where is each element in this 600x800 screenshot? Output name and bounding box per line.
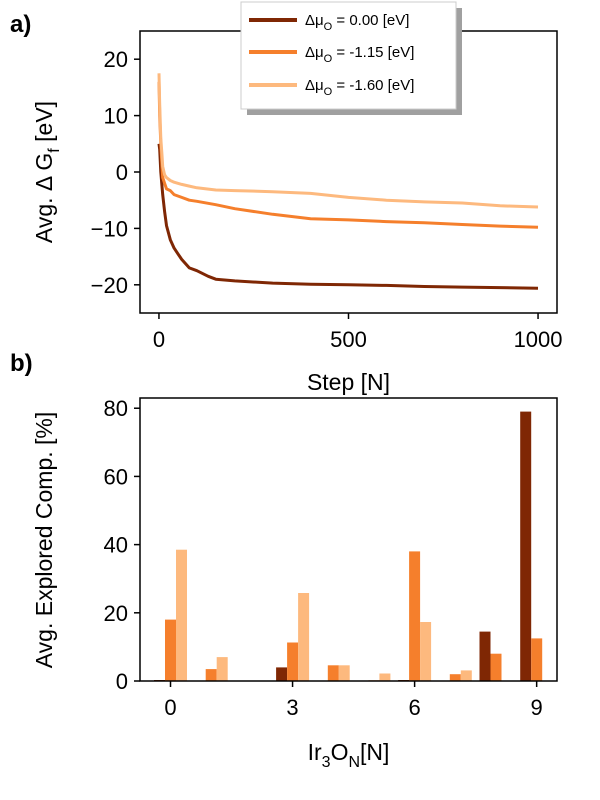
x-tick-label: 6	[408, 695, 420, 720]
x-tick-label: 9	[531, 695, 543, 720]
y-tick-label: 20	[104, 47, 128, 72]
legend-label: ΔμO = -1.15 [eV]	[305, 44, 414, 65]
bar	[531, 638, 543, 681]
bar	[276, 667, 288, 681]
bar	[379, 673, 391, 681]
plot-frame	[139, 397, 558, 682]
y-ticks: 20 10 0 −10 −20	[91, 47, 140, 298]
x-tick-label: 500	[330, 327, 367, 352]
bar	[460, 670, 472, 681]
bar	[420, 622, 432, 681]
bar	[165, 619, 176, 681]
bar	[287, 642, 299, 681]
bar	[338, 665, 350, 681]
line-series-group	[157, 73, 539, 290]
series-line	[157, 143, 539, 290]
legend: ΔμO = 0.00 [eV] ΔμO = -1.15 [eV] ΔμO = -…	[240, 1, 462, 115]
bar-group	[154, 411, 543, 681]
bar-chart-panel: 0 3 6 9 0 20 40 60 80 Ir3ON[N] Avg. Explored Co…	[31, 396, 558, 771]
y-tick-label: 10	[104, 104, 128, 129]
series-line	[157, 73, 539, 209]
bar	[176, 549, 187, 681]
legend-label: ΔμO = 0.00 [eV]	[305, 12, 409, 33]
panel-a-label: a)	[10, 11, 31, 38]
bar	[520, 411, 532, 681]
y-tick-label: −20	[91, 273, 128, 298]
x-tick-label: 0	[164, 695, 176, 720]
series-line	[157, 81, 539, 229]
y-tick-label: 20	[104, 601, 128, 626]
x-tick-label: 3	[286, 695, 298, 720]
y-tick-label: 40	[104, 533, 128, 558]
bar	[216, 657, 228, 681]
x-axis-label: Ir3ON[N]	[308, 739, 390, 771]
bar	[449, 674, 461, 681]
x-tick-label: 0	[153, 327, 165, 352]
bar	[298, 593, 310, 681]
bar	[479, 631, 491, 681]
y-tick-label: 0	[116, 669, 128, 694]
bar	[327, 665, 339, 681]
bar	[490, 653, 502, 681]
y-tick-label: −10	[91, 216, 128, 241]
panel-b-label: b)	[10, 350, 33, 377]
y-tick-label: 60	[104, 464, 128, 489]
x-axis-label: Step [N]	[307, 369, 390, 395]
x-ticks: 0 3 6 9	[164, 681, 543, 720]
y-axis-label: Avg. Δ Gf [eV]	[31, 101, 63, 243]
bar	[409, 551, 421, 681]
y-ticks: 0 20 40 60 80	[104, 396, 140, 694]
y-tick-label: 0	[116, 160, 128, 185]
legend-label: ΔμO = -1.60 [eV]	[305, 77, 414, 98]
y-axis-label: Avg. Explored Comp. [%]	[31, 412, 57, 669]
y-tick-label: 80	[104, 396, 128, 421]
line-chart-panel: 0 500 1000 20 10 0 −10 −20 Step [N] Avg. Δ Gf …	[31, 1, 563, 395]
x-tick-label: 1000	[514, 327, 563, 352]
bar	[205, 669, 217, 681]
x-ticks: 0 500 1000	[153, 313, 563, 352]
